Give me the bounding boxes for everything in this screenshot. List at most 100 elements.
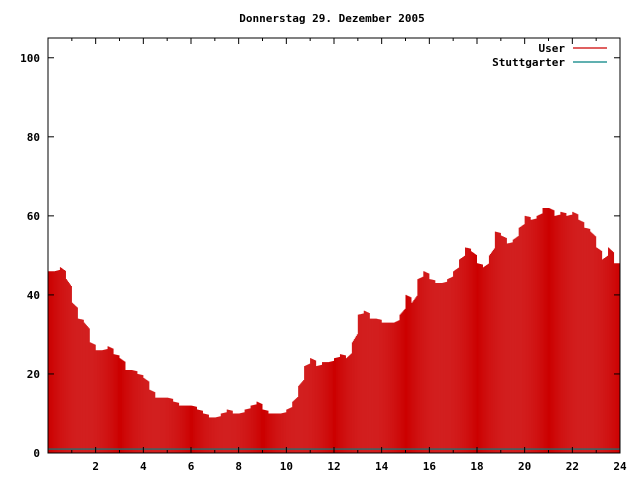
- bar: [286, 407, 293, 453]
- bar: [208, 417, 215, 453]
- bar: [328, 360, 335, 453]
- bar: [53, 270, 60, 453]
- bar: [232, 413, 239, 453]
- bar: [441, 281, 448, 453]
- bar: [125, 370, 132, 453]
- bar: [155, 397, 162, 453]
- x-tick-label: 8: [235, 460, 242, 473]
- bar: [453, 267, 460, 453]
- legend-label-user: User: [539, 42, 566, 55]
- bar: [143, 377, 150, 453]
- x-tick-label: 2: [92, 460, 99, 473]
- bar: [339, 354, 346, 453]
- x-tick-label: 20: [518, 460, 531, 473]
- bar: [584, 227, 591, 453]
- x-tick-label: 22: [566, 460, 579, 473]
- y-tick-label: 40: [27, 289, 40, 302]
- bar: [244, 408, 251, 453]
- bar: [196, 409, 203, 453]
- bar: [161, 397, 168, 453]
- chart-title: Donnerstag 29. Dezember 2005: [239, 12, 424, 25]
- bar: [560, 211, 567, 453]
- bar: [256, 401, 263, 453]
- x-tick-label: 6: [188, 460, 195, 473]
- bar: [167, 397, 174, 453]
- bar: [83, 322, 90, 453]
- bar: [274, 413, 281, 453]
- bar: [530, 218, 537, 453]
- bar: [119, 358, 126, 453]
- bar: [590, 231, 597, 453]
- bar: [578, 219, 585, 453]
- bar: [471, 251, 478, 453]
- bar: [482, 263, 489, 453]
- bar: [238, 412, 245, 453]
- bar: [304, 363, 311, 453]
- bar: [226, 409, 233, 453]
- bar: [435, 283, 442, 453]
- bar: [506, 242, 513, 453]
- bar: [345, 353, 352, 453]
- bar: [280, 412, 287, 453]
- x-tick-label: 4: [140, 460, 147, 473]
- bar: [298, 380, 305, 453]
- bar: [351, 334, 358, 453]
- bar: [65, 279, 72, 453]
- legend-label-stuttgarter: Stuttgarter: [492, 56, 565, 69]
- bar: [173, 401, 180, 453]
- bar: [292, 397, 299, 453]
- bar: [375, 318, 382, 453]
- bar: [268, 413, 275, 453]
- bar: [137, 373, 144, 453]
- bar: [101, 349, 108, 453]
- bar: [423, 271, 430, 453]
- bar: [48, 271, 54, 453]
- bar: [542, 207, 549, 453]
- bar: [477, 263, 483, 453]
- bar: [548, 207, 555, 453]
- bar: [554, 214, 561, 453]
- x-tick-label: 16: [423, 460, 437, 473]
- bar: [95, 350, 102, 453]
- bar: [214, 416, 221, 453]
- bar: [131, 370, 138, 453]
- bar: [536, 213, 543, 453]
- bar: [220, 412, 227, 453]
- bar: [310, 358, 317, 453]
- x-tick-label: 12: [327, 460, 340, 473]
- bar: [334, 356, 340, 453]
- bar: [417, 276, 424, 453]
- bar: [518, 224, 525, 453]
- bar: [369, 318, 376, 453]
- bar: [77, 318, 84, 453]
- bar: [465, 247, 472, 453]
- bar: [566, 214, 573, 453]
- bar: [596, 247, 603, 453]
- bar: [113, 354, 120, 453]
- x-tick-label: 24: [613, 460, 627, 473]
- bar: [357, 313, 364, 453]
- bar: [524, 215, 531, 453]
- bar: [322, 362, 329, 453]
- bar: [512, 236, 519, 453]
- bar: [393, 320, 400, 453]
- bar: [363, 310, 370, 453]
- y-tick-label: 0: [33, 447, 40, 460]
- bar: [399, 308, 406, 453]
- bar: [459, 255, 466, 453]
- legend: User Stuttgarter: [492, 42, 607, 69]
- x-tick-label: 14: [375, 460, 389, 473]
- bar: [71, 302, 78, 453]
- bar: [429, 279, 436, 453]
- bar: [500, 235, 507, 453]
- x-tick-label: 10: [280, 460, 293, 473]
- bar: [572, 211, 579, 453]
- y-tick-label: 80: [27, 131, 40, 144]
- bar: [608, 247, 615, 453]
- bar: [202, 413, 209, 453]
- bar: [107, 346, 114, 453]
- bar: [381, 322, 388, 453]
- bar: [447, 276, 454, 453]
- bar: [405, 294, 412, 453]
